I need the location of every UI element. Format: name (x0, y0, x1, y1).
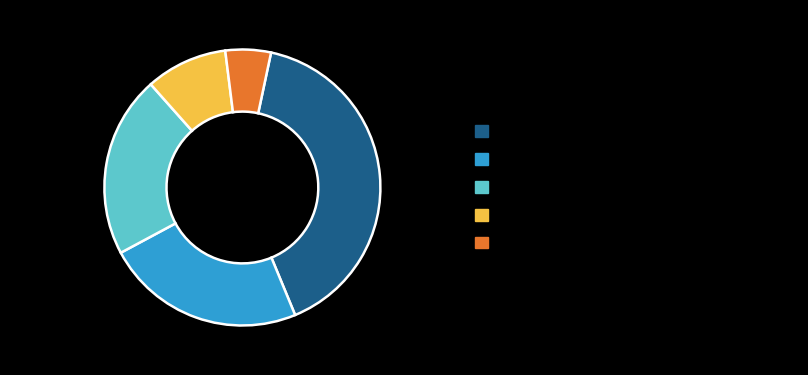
Wedge shape (104, 84, 192, 253)
Legend: North America, Europe, Asia Pacific, Latin America, Middle East & Africa: North America, Europe, Asia Pacific, Lat… (475, 125, 630, 250)
Wedge shape (225, 50, 271, 113)
Wedge shape (120, 224, 295, 326)
Wedge shape (259, 53, 381, 315)
Wedge shape (151, 51, 233, 131)
